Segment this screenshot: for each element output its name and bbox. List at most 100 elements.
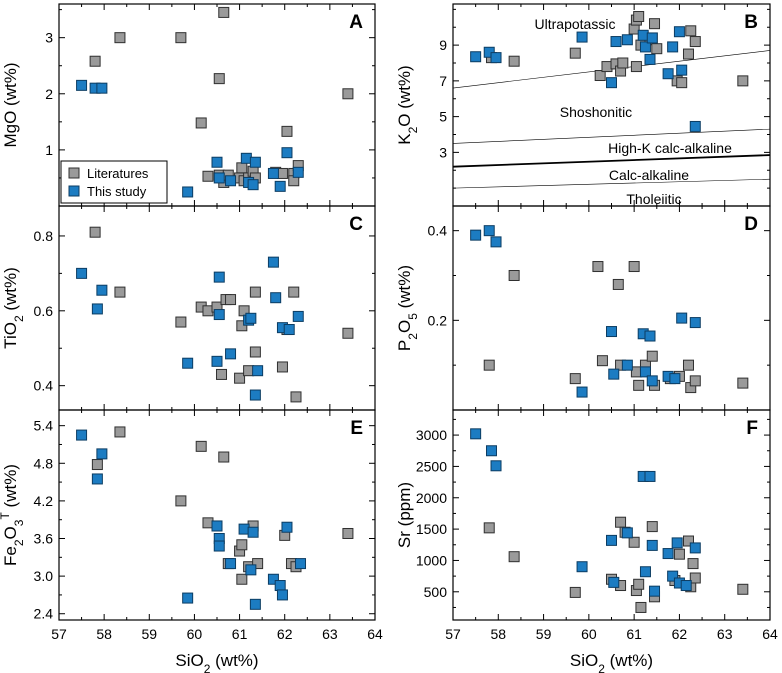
marker-this-study <box>267 256 279 268</box>
marker-literatures <box>276 167 288 179</box>
marker-literatures <box>594 70 606 82</box>
marker-literatures <box>633 379 645 391</box>
marker-this-study <box>292 166 304 178</box>
marker-this-study <box>644 330 656 342</box>
marker-this-study <box>676 312 688 324</box>
marker-literatures <box>288 286 300 298</box>
marker-this-study <box>490 52 502 64</box>
panel-letter: E <box>350 418 363 439</box>
marker-this-study <box>276 589 288 601</box>
marker-literatures <box>569 373 581 385</box>
x-tick-label: 61 <box>232 626 248 642</box>
marker-this-study <box>211 355 223 367</box>
y-tick-label: 2.4 <box>34 606 54 622</box>
marker-literatures <box>249 346 261 358</box>
marker-this-study <box>292 310 304 322</box>
marker-this-study <box>213 309 225 321</box>
y-tick-label: 3 <box>45 30 53 46</box>
panel-b: 3 5 7 9 K2O (wt%) B Ultrapotassic Shoshonitic Hi… <box>395 3 771 207</box>
marker-this-study <box>295 558 307 570</box>
y-axis-label: K2O (wt%) <box>395 65 420 144</box>
panel-letter: A <box>349 12 363 33</box>
legend-label-literatures: Literatures <box>87 166 149 181</box>
marker-this-study <box>667 41 679 53</box>
marker-this-study <box>211 520 223 532</box>
marker-this-study <box>182 592 194 604</box>
marker-this-study <box>680 580 692 592</box>
marker-literatures <box>689 36 701 48</box>
field-boundary-line <box>453 154 770 168</box>
marker-literatures <box>236 320 248 332</box>
marker-this-study <box>225 175 237 187</box>
marker-this-study <box>673 26 685 38</box>
marker-literatures <box>218 451 230 463</box>
marker-literatures <box>218 6 230 18</box>
y-tick-label: 3 <box>439 144 447 160</box>
y-tick-label: 5 <box>439 109 447 125</box>
marker-this-study <box>576 386 588 398</box>
marker-literatures <box>689 572 701 584</box>
marker-literatures <box>628 261 640 273</box>
marker-literatures <box>651 43 663 55</box>
marker-literatures <box>615 516 627 528</box>
marker-this-study <box>644 470 656 482</box>
marker-this-study <box>576 561 588 573</box>
marker-this-study <box>182 186 194 198</box>
y-axis-label: Fe2O3T (wt%) <box>0 464 26 566</box>
marker-literatures <box>676 77 688 89</box>
marker-literatures <box>342 527 354 539</box>
marker-this-study <box>96 448 108 460</box>
marker-literatures <box>89 55 101 67</box>
marker-this-study <box>247 526 259 538</box>
panel-d: 0.2 0.4 P2O5 (wt%) D <box>395 205 771 411</box>
marker-this-study <box>249 156 261 168</box>
marker-literatures <box>592 261 604 273</box>
marker-literatures <box>202 517 214 529</box>
marker-this-study <box>281 521 293 533</box>
y-tick-label: 0.4 <box>34 378 54 394</box>
marker-this-study <box>213 172 225 184</box>
marker-this-study <box>667 570 679 582</box>
x-tick-label: 60 <box>581 626 597 642</box>
marker-literatures <box>630 366 642 378</box>
y-tick-label: 2000 <box>416 490 447 506</box>
marker-literatures <box>596 355 608 367</box>
marker-literatures <box>483 359 495 371</box>
x-tick-label: 60 <box>187 626 203 642</box>
marker-literatures <box>646 350 658 362</box>
legend-marker-this-study <box>68 185 80 197</box>
marker-this-study <box>91 303 103 315</box>
marker-this-study <box>470 51 482 63</box>
y-tick-label: 3000 <box>416 427 447 443</box>
marker-literatures <box>508 551 520 563</box>
marker-literatures <box>175 495 187 507</box>
x-tick-label: 58 <box>490 626 506 642</box>
marker-this-study <box>470 229 482 241</box>
marker-literatures <box>687 558 699 570</box>
marker-literatures <box>281 125 293 137</box>
marker-literatures <box>737 75 749 87</box>
marker-this-study <box>490 460 502 472</box>
x-tick-label: 57 <box>51 626 67 642</box>
y-tick-label: 2 <box>45 86 53 102</box>
marker-this-study <box>96 284 108 296</box>
marker-literatures <box>508 55 520 67</box>
panel-letter: B <box>744 12 758 33</box>
marker-literatures <box>633 578 645 590</box>
y-axis-label: MgO (wt%) <box>1 63 20 148</box>
marker-literatures <box>175 32 187 44</box>
marker-literatures <box>114 32 126 44</box>
x-tick-label: 63 <box>717 626 733 642</box>
x-tick-label: 64 <box>762 626 778 642</box>
panel-c: 0.4 0.6 0.8 TiO2 (wt%) C <box>1 205 376 411</box>
marker-literatures <box>234 372 246 384</box>
legend: Literatures This study <box>60 160 168 204</box>
y-tick-label: 7 <box>439 73 447 89</box>
marker-literatures <box>569 47 581 59</box>
panel-letter: F <box>746 418 758 439</box>
marker-literatures <box>635 601 647 613</box>
marker-literatures <box>682 359 694 371</box>
marker-this-study <box>637 29 649 41</box>
marker-literatures <box>342 327 354 339</box>
x-tick-label: 57 <box>445 626 461 642</box>
